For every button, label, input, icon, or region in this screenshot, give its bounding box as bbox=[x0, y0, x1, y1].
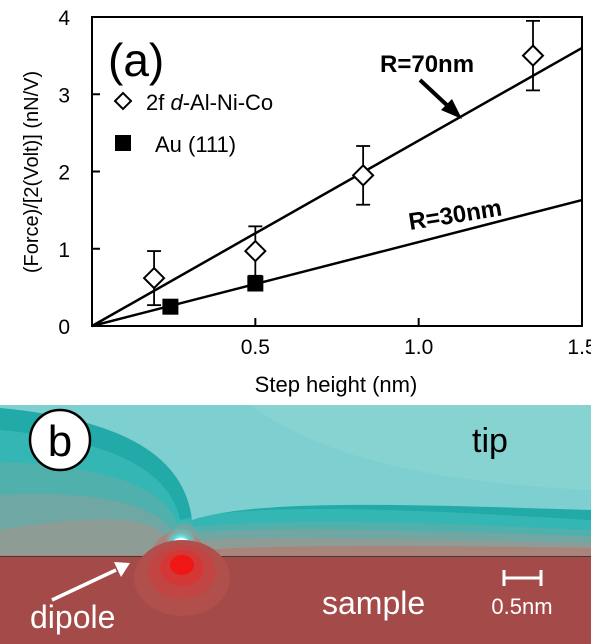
data-point-diamond bbox=[521, 44, 545, 68]
data-point-diamond bbox=[142, 266, 166, 290]
fit-label-r30: R=30nm bbox=[407, 195, 504, 236]
tip-inner bbox=[250, 405, 591, 490]
panel-label-b-circle bbox=[28, 408, 92, 472]
data-point-diamond bbox=[243, 239, 267, 263]
legend-marker-diamond bbox=[113, 91, 133, 111]
sample-region bbox=[0, 557, 591, 644]
dipole-arrow bbox=[51, 562, 130, 602]
x-axis-title: Step height (nm) bbox=[255, 372, 418, 397]
tip-label: tip bbox=[472, 422, 508, 460]
axis-ticks: 0.5 1.0 1.5 0 1 2 3 4 bbox=[58, 7, 591, 359]
legend-label-alnico: 2f d-Al-Ni-Co bbox=[146, 90, 273, 115]
plot-frame bbox=[91, 16, 583, 327]
x-tick-label: 1.5 bbox=[567, 336, 591, 359]
legend-label-au: Au (111) bbox=[155, 132, 236, 157]
y-tick-label: 1 bbox=[58, 239, 70, 262]
legend: 2f d-Al-Ni-Co Au (111) bbox=[113, 90, 273, 157]
x-tick-label: 1.0 bbox=[404, 336, 433, 359]
data-point-square bbox=[247, 275, 264, 292]
field-map-panel-b: b tip dipole sample 0.5nm bbox=[0, 405, 591, 644]
x-tick-label: 0.5 bbox=[241, 336, 270, 359]
dipole-label: dipole bbox=[30, 599, 115, 635]
y-tick-label: 3 bbox=[58, 84, 70, 107]
panel-label-b: b bbox=[48, 417, 72, 466]
dipole-core bbox=[170, 555, 194, 575]
sample-label: sample bbox=[322, 585, 425, 621]
y-tick-label: 2 bbox=[58, 162, 70, 185]
y-axis-title: (Force)/[2(Volt)] (nN/V) bbox=[21, 71, 43, 273]
panel-label-a: (a) bbox=[108, 34, 164, 86]
y-tick-label: 4 bbox=[58, 7, 70, 30]
scale-bar bbox=[502, 570, 543, 586]
fit-label-r70: R=70nm bbox=[380, 51, 474, 78]
data-markers bbox=[142, 44, 545, 315]
y-tick-label: 0 bbox=[58, 316, 70, 339]
data-point-diamond bbox=[351, 163, 375, 187]
fit-label-r70-arrow bbox=[418, 78, 462, 119]
scale-bar-label: 0.5nm bbox=[491, 594, 552, 619]
legend-marker-square bbox=[115, 135, 131, 151]
data-point-square bbox=[162, 298, 179, 315]
chart-panel-a: 0.5 1.0 1.5 0 1 2 3 4 (a) 2f d-Al-Ni-Co Au (111… bbox=[21, 7, 591, 397]
fit-line bbox=[91, 46, 583, 328]
